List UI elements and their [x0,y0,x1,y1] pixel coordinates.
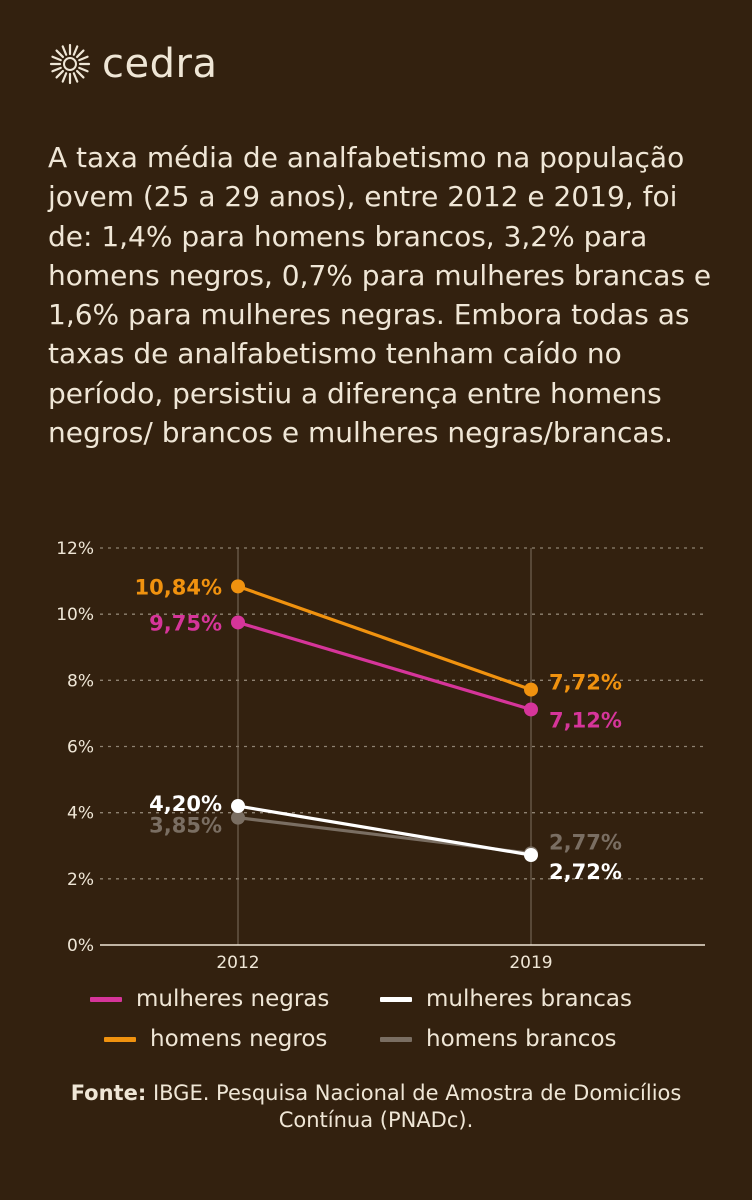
logo-ray [78,55,89,62]
y-tick-label: 6% [67,738,94,758]
legend-item-homens-brancos: homens brancos [380,1024,670,1054]
data-label-mulheres-negras: 7,12% [549,708,622,732]
logo-ray [61,45,68,56]
x-tick-label: 2012 [216,953,259,973]
chart-legend: mulheres negras mulheres brancas homens … [90,984,710,1054]
legend-swatch [90,996,122,1002]
data-point-mulheres-brancas [231,799,245,814]
x-tick-label: 2019 [509,953,552,973]
data-point-mulheres-negras [524,702,538,717]
line-chart: 0% 2% 4% 6% 8% 10% 12% 2012 2019 10,84% 7,72% 9,75%… [56,539,705,973]
logo-ray [72,45,79,56]
y-tick-label: 2% [67,870,94,890]
data-label-mulheres-brancas: 4,20% [149,792,222,816]
series-line-mulheres-brancas [237,804,532,857]
intro-text: A taxa média de analfabetismo na populaç… [48,141,712,450]
legend-swatch [380,996,412,1002]
series-line-mulheres-negras [237,620,532,711]
y-tick-label: 4% [67,804,94,824]
legend-swatch [104,1036,136,1042]
data-point-homens-negros [524,682,538,697]
data-label-homens-negros: 10,84% [135,575,222,599]
legend-item-mulheres-brancas: mulheres brancas [380,984,670,1014]
logo-ray [75,69,85,79]
logo-ray [78,66,89,73]
logo-ray [75,49,85,59]
brand-name: cedra [102,41,218,87]
data-label-mulheres-brancas: 2,72% [549,860,622,884]
data-point-homens-brancos [231,810,245,825]
y-tick-label: 8% [67,671,94,691]
brand-logo: cedra [48,42,217,86]
data-point-mulheres-negras [231,615,245,630]
y-tick-label: 12% [56,539,94,559]
data-label-homens-brancos: 2,77% [549,830,622,854]
sunburst-icon [49,43,91,85]
legend-label: homens brancos [426,1026,617,1052]
logo-ray [51,55,62,62]
logo-ray [72,72,79,83]
source-text: IBGE. Pesquisa Nacional de Amostra de Do… [152,1081,682,1132]
data-label-mulheres-negras: 9,75% [149,611,222,635]
legend-item-mulheres-negras: mulheres negras [90,984,380,1014]
logo-ray [55,49,65,59]
logo-ray [61,72,68,83]
legend-item-homens-negros: homens negros [90,1024,380,1054]
data-point-mulheres-brancas [524,848,538,863]
y-tick-label: 0% [67,936,94,956]
source-note: Fonte: IBGE. Pesquisa Nacional de Amostr… [40,1080,712,1134]
legend-label: mulheres brancas [426,986,632,1012]
series-line-homens-negros [237,584,532,692]
logo-ray [51,66,62,73]
data-label-homens-negros: 7,72% [549,671,622,695]
data-label-homens-brancos: 3,85% [149,814,222,838]
y-tick-label: 10% [56,605,94,625]
logo-ray [55,69,65,79]
legend-swatch [380,1036,412,1042]
data-point-homens-negros [231,579,245,594]
legend-label: homens negros [150,1026,328,1052]
legend-label: mulheres negras [136,986,330,1012]
source-prefix: Fonte: [70,1081,147,1105]
